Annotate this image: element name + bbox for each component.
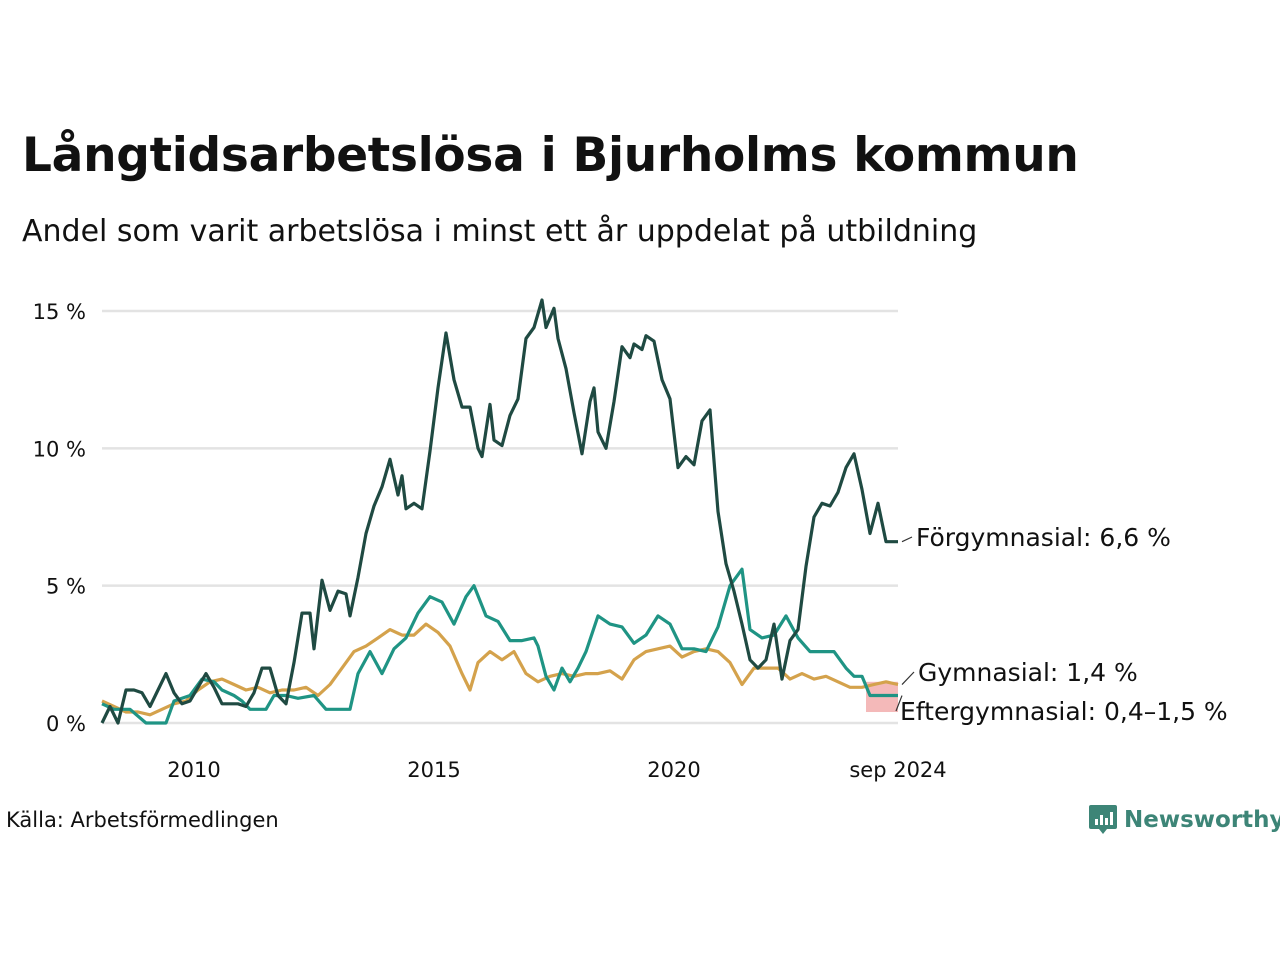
series-end-label-gymnasial: Gymnasial: 1,4 %	[918, 658, 1138, 687]
line-chart: 0 % 5 % 10 % 15 % 2010 2015 2020 sep 2024 Förgy…	[33, 298, 1228, 782]
newsworthy-logo-icon	[1089, 805, 1117, 834]
y-tick-label: 10 %	[33, 437, 86, 461]
y-tick-label: 0 %	[46, 712, 86, 736]
x-tick-label: sep 2024	[849, 758, 946, 782]
axis-labels: 0 % 5 % 10 % 15 % 2010 2015 2020 sep 2024	[33, 300, 947, 782]
series-line-gymnasial	[101, 622, 899, 717]
chart-subtitle: Andel som varit arbetslösa i minst ett å…	[22, 214, 978, 249]
series-end-label-eftergymnasial: Eftergymnasial: 0,4–1,5 %	[900, 697, 1228, 726]
brand-logo[interactable]: Newsworthy	[1088, 803, 1280, 837]
x-tick-label: 2015	[407, 758, 460, 782]
source-note: Källa: Arbetsförmedlingen	[6, 808, 279, 832]
label-leader-line	[895, 695, 903, 712]
label-leader-line	[901, 536, 913, 543]
grid-lines	[102, 309, 898, 725]
y-tick-label: 15 %	[33, 300, 86, 324]
brand-name: Newsworthy	[1124, 807, 1280, 833]
x-tick-label: 2010	[167, 758, 220, 782]
series-end-labels: Förgymnasial: 6,6 % Gymnasial: 1,4 % Efter…	[895, 523, 1228, 726]
series-lines	[100, 298, 899, 725]
series-line-förgymnasial	[100, 298, 898, 725]
series-end-label-förgymnasial: Förgymnasial: 6,6 %	[916, 523, 1171, 552]
label-leader-line	[901, 671, 915, 685]
chart-title: Långtidsarbetslösa i Bjurholms kommun	[22, 128, 1079, 183]
y-tick-label: 5 %	[46, 575, 86, 599]
x-tick-label: 2020	[647, 758, 700, 782]
